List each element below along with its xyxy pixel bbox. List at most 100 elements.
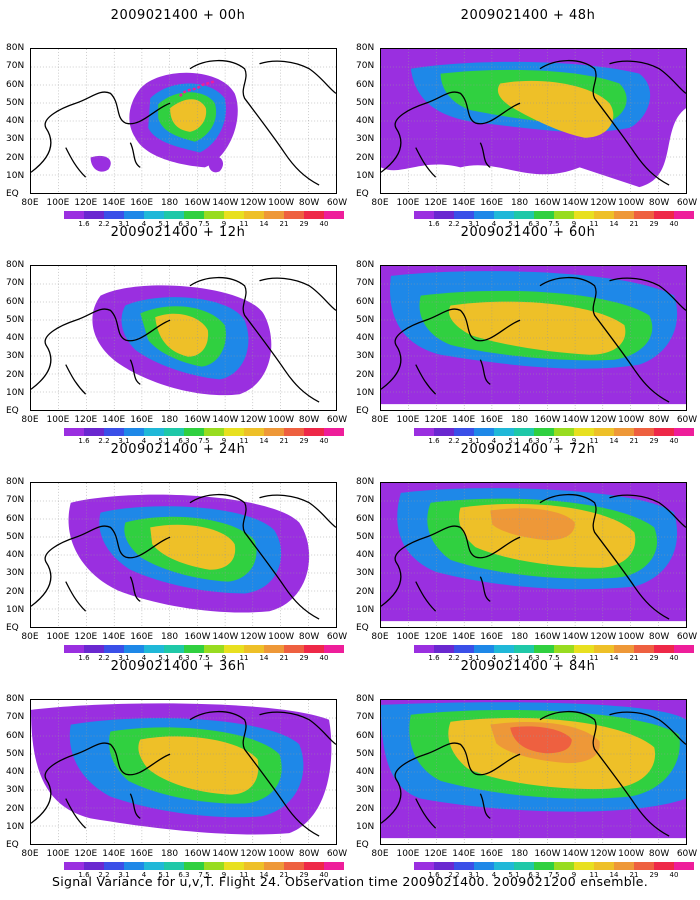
lon-tick-label: 180 <box>510 849 529 859</box>
lon-tick-label: 80W <box>648 849 670 859</box>
lon-tick-label: 100E <box>396 849 420 859</box>
colorbar-label: 5.1 <box>508 220 520 228</box>
lat-tick-label: EQ <box>6 406 19 416</box>
lon-tick-label: 160W <box>184 198 211 208</box>
colorbar-swatch <box>594 211 614 219</box>
colorbar-label: 29 <box>299 437 309 445</box>
lat-tick-label: 70N <box>6 61 25 72</box>
colorbar-label: 6.3 <box>528 220 540 228</box>
lon-tick-label: 60W <box>676 632 698 642</box>
map-panel: 2009021400 + 72h 80N 70N 60N 50N 40N 30N 20N 10N… <box>356 442 698 662</box>
lon-tick-label: 160W <box>534 632 561 642</box>
colorbar-swatch <box>124 645 144 653</box>
lon-tick-label: 80W <box>648 415 670 425</box>
lon-tick-label: 180 <box>160 415 179 425</box>
lon-tick-label: 80E <box>21 632 39 642</box>
colorbar-label: 11 <box>239 871 249 879</box>
map-svg <box>381 49 686 193</box>
colorbar-swatch <box>534 428 554 436</box>
colorbar-swatch <box>514 211 534 219</box>
lon-tick-label: 100W <box>268 849 295 859</box>
colorbar-label: 3.1 <box>468 871 480 879</box>
colorbar-label: 3.1 <box>118 654 130 662</box>
lon-tick-label: 140E <box>452 632 476 642</box>
colorbar-swatch <box>84 645 104 653</box>
lat-tick-label: 30N <box>356 785 375 796</box>
lon-tick-label: 100W <box>618 198 645 208</box>
lon-tick-label: 120E <box>424 632 448 642</box>
lat-tick-label: 10N <box>6 821 25 832</box>
lat-tick-label: 80N <box>6 694 25 704</box>
colorbar-swatch <box>224 862 244 870</box>
lat-tick-label: EQ <box>6 189 19 199</box>
lon-tick-label: 120W <box>590 632 617 642</box>
colorbar-label: 9 <box>221 654 227 662</box>
colorbar-label: 4 <box>491 220 497 228</box>
colorbar-swatch <box>534 211 554 219</box>
lon-tick-label: 160W <box>184 415 211 425</box>
lat-tick-label: 70N <box>6 278 25 289</box>
colorbar-label: 7.5 <box>548 220 560 228</box>
lat-tick-label: 10N <box>356 821 375 832</box>
colorbar-swatch <box>264 428 284 436</box>
variance-contour <box>208 156 224 173</box>
colorbar-label: 3.1 <box>468 654 480 662</box>
colorbar-swatch <box>64 862 84 870</box>
colorbar-label: 6.3 <box>528 654 540 662</box>
lon-tick-label: 120E <box>424 415 448 425</box>
lat-tick-label: EQ <box>356 840 369 850</box>
colorbar-swatch <box>204 862 224 870</box>
colorbar-swatch <box>554 862 574 870</box>
colorbar-swatch <box>144 645 164 653</box>
colorbar-swatch <box>414 211 434 219</box>
lon-tick-label: 100W <box>268 415 295 425</box>
coastline <box>381 59 686 186</box>
colorbar-label: 21 <box>279 220 289 228</box>
colorbar-label: 4 <box>141 871 147 879</box>
colorbar-label: 2.2 <box>98 654 110 662</box>
lat-tick-label: 60N <box>356 730 375 741</box>
colorbar-label: 5.1 <box>508 654 520 662</box>
colorbar-label: 21 <box>279 871 289 879</box>
colorbar-label: 11 <box>589 437 599 445</box>
lat-tick-label: 20N <box>6 369 25 380</box>
colorbar-swatch <box>614 862 634 870</box>
map-panel: 2009021400 + 12h 80N 70N 60N 50N 40N 30N 20N 10N… <box>6 225 348 445</box>
colorbar-swatch <box>534 645 554 653</box>
lat-tick-label: 80N <box>356 43 375 53</box>
colorbar <box>64 428 344 436</box>
colorbar-swatch <box>84 428 104 436</box>
colorbar <box>64 645 344 653</box>
colorbar-swatch <box>124 862 144 870</box>
colorbar-label: 1.6 <box>78 220 90 228</box>
coastline <box>31 493 336 620</box>
lat-tick-label: EQ <box>356 623 369 633</box>
colorbar-swatch <box>474 862 494 870</box>
colorbar-label: 6.3 <box>528 871 540 879</box>
variance-map <box>380 699 687 845</box>
lat-tick-label: 70N <box>356 278 375 289</box>
lat-tick-label: 70N <box>6 495 25 506</box>
colorbar-label: 4 <box>491 437 497 445</box>
colorbar-swatch <box>494 862 514 870</box>
panel-title: 2009021400 + 48h <box>460 8 596 23</box>
colorbar-label: 7.5 <box>198 871 210 879</box>
panel-title: 2009021400 + 00h <box>110 8 246 23</box>
colorbar-label: 11 <box>589 654 599 662</box>
lat-tick-label: 30N <box>356 351 375 362</box>
colorbar <box>414 211 694 219</box>
lat-tick-label: 10N <box>356 604 375 615</box>
lon-tick-label: 140W <box>212 849 239 859</box>
colorbar-swatch <box>634 428 654 436</box>
lon-tick-label: 140E <box>452 198 476 208</box>
colorbar-swatch <box>164 428 184 436</box>
lon-tick-label: 140W <box>212 632 239 642</box>
colorbar-label: 14 <box>609 871 619 879</box>
variance-contour <box>510 726 572 754</box>
colorbar-swatch <box>104 428 124 436</box>
colorbar-label: 11 <box>589 871 599 879</box>
colorbar <box>414 428 694 436</box>
lat-tick-label: EQ <box>356 406 369 416</box>
colorbar-label: 2.2 <box>98 437 110 445</box>
colorbar-label: 14 <box>259 871 269 879</box>
